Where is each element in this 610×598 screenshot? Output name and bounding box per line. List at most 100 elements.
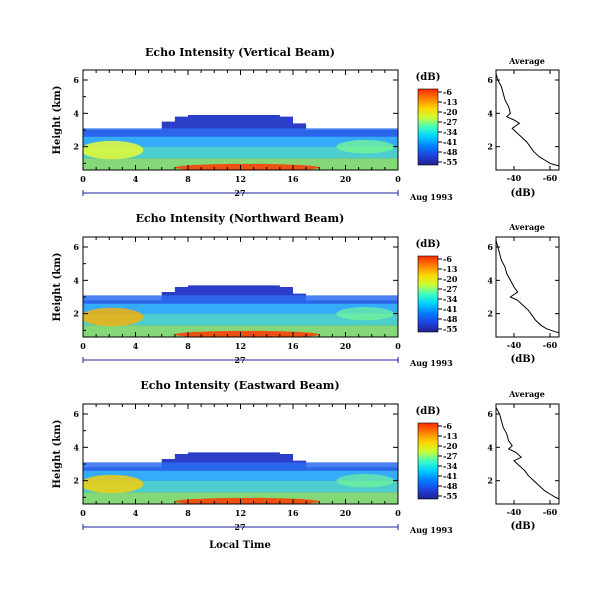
panel-northward-beam: Echo Intensity (Northward Beam) 2 4 6 0 4 8 1… (52, 212, 560, 368)
date-bar: 27 Aug 1993 (82, 522, 453, 535)
y-axis: 2 4 6 (73, 242, 398, 331)
x-axis-label: Local Time (209, 540, 271, 551)
evening-echo-patch (336, 307, 395, 321)
x-tick-label: 8 (185, 508, 191, 518)
profile-line (495, 240, 560, 334)
profile-x-tick-label: -40 (507, 507, 522, 517)
night-echo-left (83, 140, 144, 160)
profile-y-tick-label: 2 (487, 142, 493, 152)
average-profile: Average 2 4 6 -40 -60 (dB) (487, 222, 560, 365)
colorbar-gradient (417, 255, 439, 333)
x-tick-label: 12 (235, 174, 246, 184)
colorbar-tick-label: -41 (443, 471, 457, 481)
profile-y-tick-label: 6 (487, 242, 493, 252)
y-tick-label: 2 (73, 476, 79, 486)
colorbar: (dB) -6-13-20-27-34-41-48-55 (416, 406, 458, 501)
lower-echo-layer (83, 313, 398, 326)
colorbar-gradient (417, 422, 439, 500)
profile-y-tick-label: 2 (487, 309, 493, 319)
surface-echo-core (174, 163, 320, 170)
panel-eastward-beam: Echo Intensity (Eastward Beam) 2 4 6 0 4 8 12… (52, 379, 560, 535)
colorbar-tick-label: -6 (443, 421, 452, 431)
panel-title: Echo Intensity (Eastward Beam) (140, 379, 339, 392)
profile-x-axis: -40 -60 (507, 237, 558, 350)
x-tick-label: 20 (340, 174, 352, 184)
x-tick-label: 20 (340, 341, 352, 351)
colorbar-tick-label: -20 (443, 441, 458, 451)
profile-title: Average (508, 389, 545, 399)
profile-frame (495, 69, 560, 171)
colorbar-ticks: -6-13-20-27-34-41-48-55 (438, 254, 458, 334)
colorbar-ticks: -6-13-20-27-34-41-48-55 (438, 421, 458, 501)
colorbar-tick-label: -48 (443, 481, 458, 491)
profile-y-tick-label: 6 (487, 75, 493, 85)
colorbar-tick-label: -34 (443, 127, 458, 137)
colorbar-tick-label: -20 (443, 107, 458, 117)
x-tick-label: 0 (80, 508, 86, 518)
heatmap-field (83, 285, 398, 337)
profile-x-label: (dB) (511, 188, 536, 199)
profile-line (495, 73, 560, 167)
profile-title: Average (508, 56, 545, 66)
colorbar-label: (dB) (416, 239, 441, 250)
profile-y-axis: 2 4 6 (487, 242, 559, 319)
x-tick-label: 16 (287, 341, 299, 351)
colorbar-tick-label: -34 (443, 294, 458, 304)
date-month-year: Aug 1993 (409, 192, 453, 202)
night-echo-left (83, 307, 144, 327)
panel-title: Echo Intensity (Northward Beam) (136, 212, 345, 225)
profile-frame (495, 403, 560, 505)
y-axis-label: Height (km) (52, 253, 63, 322)
x-axis: 0 4 8 12 16 20 0 (80, 70, 401, 184)
upper-echo-band (83, 295, 398, 304)
colorbar-label: (dB) (416, 72, 441, 83)
x-tick-label: 0 (395, 341, 401, 351)
colorbar-tick-label: -41 (443, 137, 457, 147)
x-tick-label: 4 (133, 508, 139, 518)
date-bar: 27 Aug 1993 (82, 188, 453, 202)
colorbar-tick-label: -48 (443, 314, 458, 324)
x-tick-label: 20 (340, 508, 352, 518)
colorbar-tick-label: -55 (443, 324, 457, 334)
heatmap-field (83, 115, 398, 170)
mid-echo-layer (83, 136, 398, 147)
profile-x-tick-label: -60 (543, 173, 558, 183)
profile-y-tick-label: 4 (487, 108, 493, 118)
upper-echo-band (83, 128, 398, 137)
x-tick-label: 0 (80, 174, 86, 184)
profile-x-axis: -40 -60 (507, 404, 558, 517)
colorbar-tick-label: -27 (443, 284, 457, 294)
lower-echo-layer (83, 146, 398, 159)
colorbar: (dB) -6-13-20-27-34-41-48-55 (416, 72, 458, 167)
colorbar-tick-label: -6 (443, 254, 452, 264)
colorbar-tick-label: -41 (443, 304, 457, 314)
profile-y-tick-label: 4 (487, 275, 493, 285)
evening-echo-patch (336, 474, 395, 488)
profile-x-label: (dB) (511, 354, 536, 365)
profile-x-label: (dB) (511, 521, 536, 532)
colorbar-tick-label: -48 (443, 147, 458, 157)
profile-y-tick-label: 6 (487, 409, 493, 419)
x-tick-label: 4 (133, 174, 139, 184)
surface-echo-core (174, 330, 320, 337)
profile-y-tick-label: 2 (487, 476, 493, 486)
date-day: 27 (234, 188, 245, 198)
colorbar-tick-label: -27 (443, 451, 457, 461)
x-tick-label: 8 (185, 174, 191, 184)
mid-echo-layer (83, 303, 398, 314)
colorbar-tick-label: -20 (443, 274, 458, 284)
x-tick-label: 0 (395, 174, 401, 184)
colorbar-tick-label: -13 (443, 97, 458, 107)
surface-echo-core (174, 497, 320, 504)
panel-vertical-beam: Echo Intensity (Vertical Beam) 2 4 6 0 4 8 12… (52, 46, 560, 202)
y-tick-label: 4 (73, 108, 79, 118)
x-tick-label: 0 (80, 341, 86, 351)
y-tick-label: 6 (73, 75, 79, 85)
profile-y-axis: 2 4 6 (487, 409, 559, 486)
evening-echo-patch (336, 140, 395, 154)
y-tick-label: 2 (73, 142, 79, 152)
colorbar-tick-label: -13 (443, 264, 458, 274)
date-bar: 27 Aug 1993 (82, 355, 453, 368)
colorbar-tick-label: -34 (443, 461, 458, 471)
